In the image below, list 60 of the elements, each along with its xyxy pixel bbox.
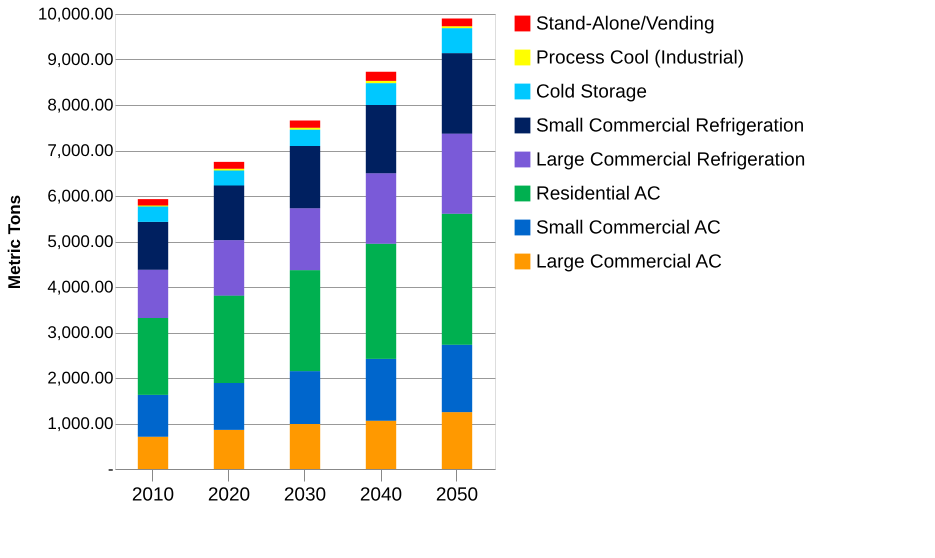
bar [366,72,396,81]
y-tick-label: 2,000.00 [47,368,114,388]
x-tick-label: 2030 [284,484,326,506]
bar [442,134,472,214]
bar [290,371,320,424]
y-tick-label: - [108,460,114,478]
bar [442,18,472,26]
y-tick-label: 5,000.00 [47,232,114,251]
bar [138,199,168,206]
bar [290,270,320,372]
x-tick-label: 2050 [436,484,478,506]
bar [138,318,168,395]
x-tick-label: 2010 [132,484,174,506]
bar [290,120,320,128]
y-tick-label: 9,000.00 [47,50,114,69]
bar [442,412,472,469]
y-tick-label: 3,000.00 [47,323,114,342]
y-tick-label: 8,000.00 [47,96,114,114]
bar [442,28,472,54]
y-tick-label: 1,000.00 [47,414,114,433]
bar [442,53,472,134]
legend-label: Small Commercial AC [536,218,721,238]
bar [138,436,168,469]
bar [366,105,396,174]
bar [290,424,320,469]
bar [290,146,320,208]
bar [138,270,168,318]
y-tick-label: 4,000.00 [47,278,114,296]
bar [214,186,244,240]
bar [138,206,168,222]
legend-label: Small Commercial Refrigeration [536,116,804,136]
y-tick-label: 10,000.00 [38,4,114,24]
legend-label: Cold Storage [536,82,647,102]
x-tick-label: 2040 [360,484,402,506]
bar [214,162,244,169]
bar [366,420,396,469]
bar [138,394,168,437]
y-axis-title: Metric Tons [4,194,24,290]
bar [290,130,320,146]
bar [214,170,244,186]
bar [442,344,472,412]
bar [214,430,244,469]
bar [366,83,396,105]
bar [442,214,472,345]
bar [214,296,244,384]
bar [138,222,168,270]
bar [366,244,396,359]
bar [366,173,396,244]
y-tick-label: 6,000.00 [47,186,114,206]
bar [366,358,396,421]
y-tick-label: 7,000.00 [47,141,114,160]
legend-label: Large Commercial AC [536,252,722,272]
bar [290,208,320,270]
legend-label: Stand-Alone/Vending [536,14,715,34]
legend-label: Residential AC [536,184,661,204]
x-tick-label: 2020 [208,484,250,506]
bar [214,240,244,296]
legend-label: Large Commercial Refrigeration [536,150,806,170]
legend-label: Process Cool (Industrial) [536,48,744,68]
bar [214,383,244,430]
